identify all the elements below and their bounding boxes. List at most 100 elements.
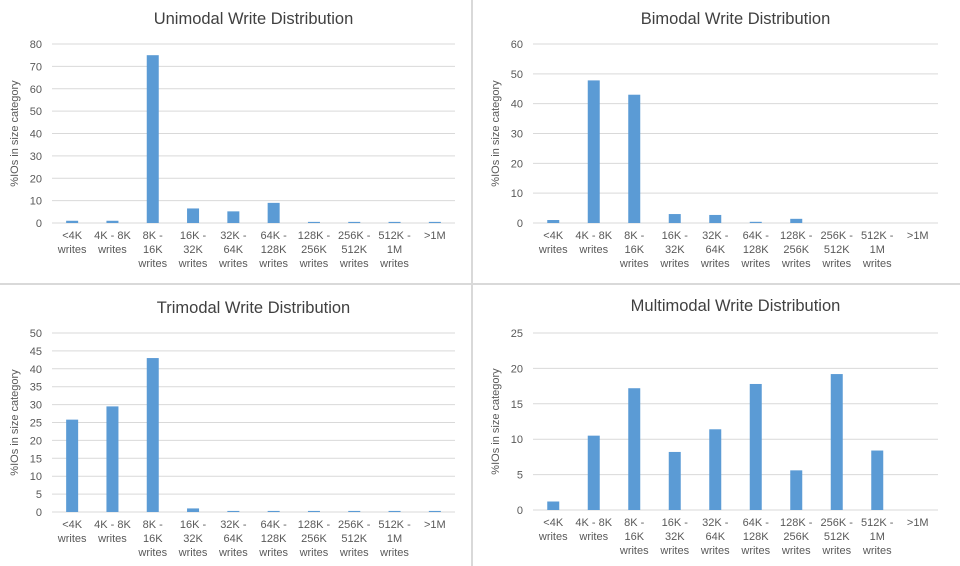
chart-3-xtick-label-line: writes [57, 533, 87, 545]
chart-2-xtick-label: 256K - 512K writes [821, 230, 854, 270]
chart-3-bar [348, 510, 361, 512]
chart-4-xtick-label: 256K - 512K writes [821, 517, 854, 557]
chart-3-bar [146, 358, 159, 512]
chart-3-xtick-label-line: writes [178, 547, 208, 559]
chart-4-xtick-label-line: 512K - [861, 517, 894, 529]
chart-1-ytick-label: 20 [30, 173, 42, 185]
chart-4-xtick-label-line: writes [538, 531, 568, 543]
chart-4-bar [709, 429, 722, 510]
chart-3-ytick-label: 10 [30, 471, 42, 483]
chart-1-xtick-label-line: 256K [301, 244, 327, 256]
chart-1-xtick-label-line: writes [258, 258, 288, 270]
chart-4-xtick-label-line: 128K - [780, 517, 813, 529]
chart-4-ytick-label: 5 [517, 470, 523, 482]
panel-divider-horizontal [0, 283, 960, 285]
chart-1-xtick-label-line: 32K - [220, 230, 247, 242]
chart-1-ytick-label: 0 [36, 218, 42, 230]
chart-3-bar [267, 510, 280, 512]
chart-3-xtick-label: 8K - 16K writes [137, 519, 167, 559]
chart-3-xtick-label-line: 32K - [220, 519, 247, 531]
chart-2-xtick-label-line: writes [619, 258, 649, 270]
chart-2-xtick-label-line: 64K [705, 244, 725, 256]
chart-4-ytick-label: 0 [517, 505, 523, 517]
chart-4-bar [587, 435, 600, 510]
chart-2-xtick-label-line: writes [862, 258, 892, 270]
chart-2-xtick-label-line: writes [700, 258, 730, 270]
chart-2-ytick-label: 30 [511, 129, 523, 141]
chart-1-xtick-label: <4K writes [57, 230, 87, 256]
chart-1-title: Unimodal Write Distribution [154, 10, 354, 28]
chart-3-xtick-label-line: 8K - [143, 519, 164, 531]
chart-2-bar [547, 220, 560, 223]
chart-3-bar [428, 510, 441, 512]
chart-1-xtick-label: 16K - 32K writes [178, 230, 208, 270]
chart-3-bar [106, 406, 119, 512]
chart-4-ytick-label: 20 [511, 363, 523, 375]
chart-3-ytick-label: 25 [30, 418, 42, 430]
chart-1-xtick-label-line: writes [137, 258, 167, 270]
chart-3-xtick-label-line: writes [339, 547, 369, 559]
chart-3-xtick-label: 256K - 512K writes [338, 519, 371, 559]
chart-3-ytick-label: 35 [30, 382, 42, 394]
chart-2-xtick-label: 512K - 1M writes [861, 230, 894, 270]
chart-3-xtick-label-line: 1M [387, 533, 402, 545]
chart-3-ytick-label: 5 [36, 489, 42, 501]
chart-4-xtick-label: 32K - 64K writes [700, 517, 730, 557]
chart-3-xtick-label-line: writes [379, 547, 409, 559]
chart-1-bar [227, 211, 240, 223]
chart-2-ytick-label: 40 [511, 99, 523, 111]
chart-3-xtick-label-line: 128K [261, 533, 287, 545]
chart-4-xtick-label-line: 8K - [624, 517, 645, 529]
chart-1-xtick-label: 64K - 128K writes [258, 230, 288, 270]
chart-2-ytick-label: 60 [511, 39, 523, 51]
chart-3-xtick-label-line: 256K - [338, 519, 371, 531]
chart-3-bar [66, 419, 79, 512]
chart-1-xtick-label-line: writes [178, 258, 208, 270]
chart-4-ytick-label: 25 [511, 328, 523, 340]
chart-2-xtick-label: 8K - 16K writes [619, 230, 649, 270]
chart-3-xtick-label-line: 128K - [298, 519, 331, 531]
chart-2-ylabel: %IOs in size category [490, 80, 502, 187]
chart-4-xtick-label-line: 1M [870, 531, 885, 543]
chart-3-xtick-label: 64K - 128K writes [258, 519, 288, 559]
chart-1-ytick-label: 70 [30, 61, 42, 73]
chart-2-xtick-label: 64K - 128K writes [740, 230, 770, 270]
chart-3-ytick-label: 40 [30, 364, 42, 376]
chart-2-xtick-label-line: 256K [783, 244, 809, 256]
chart-4-xtick-label: 8K - 16K writes [619, 517, 649, 557]
chart-1-xtick-label-line: writes [379, 258, 409, 270]
chart-4-xtick-label-line: writes [619, 545, 649, 557]
chart-4-xtick-label: 512K - 1M writes [861, 517, 894, 557]
chart-4-xtick-label: 4K - 8K writes [575, 517, 612, 543]
chart-1-bar [428, 221, 441, 223]
chart-4-xtick-label-line: 512K [824, 531, 850, 543]
chart-1-ytick-label: 50 [30, 106, 42, 118]
chart-2-xtick-label-line: writes [538, 244, 568, 256]
chart-4-bar [749, 383, 762, 510]
chart-1-xtick-label-line: >1M [424, 230, 446, 242]
chart-1-ytick-label: 60 [30, 84, 42, 96]
chart-3-xtick-label-line: writes [97, 533, 127, 545]
chart-2-xtick-label: 4K - 8K writes [575, 230, 612, 256]
chart-1-ytick-label: 10 [30, 196, 42, 208]
chart-3-xtick-label: 512K - 1M writes [378, 519, 411, 559]
chart-1-xtick-label: 8K - 16K writes [137, 230, 167, 270]
chart-1-xtick-label: 512K - 1M writes [378, 230, 411, 270]
chart-1-bar [388, 221, 401, 223]
chart-2-bar [587, 80, 600, 223]
chart-3-xtick-label-line: 512K [341, 533, 367, 545]
chart-1-xtick-label-line: writes [97, 244, 127, 256]
chart-3-xtick-label-line: 64K [224, 533, 244, 545]
chart-3-ytick-label: 50 [30, 328, 42, 340]
chart-2-xtick-label-line: writes [821, 258, 851, 270]
chart-4-xtick-label-line: >1M [907, 517, 929, 529]
chart-4-xtick-label-line: 64K [705, 531, 725, 543]
chart-4-xtick-label-line: writes [821, 545, 851, 557]
chart-4-xtick-label: <4K writes [538, 517, 568, 543]
chart-1-xtick-label: 256K - 512K writes [338, 230, 371, 270]
chart-3-xtick-label: 32K - 64K writes [218, 519, 248, 559]
chart-4-ytick-label: 15 [511, 399, 523, 411]
chart-3-xtick-label-line: <4K [62, 519, 83, 531]
chart-3-ytick-label: 15 [30, 453, 42, 465]
